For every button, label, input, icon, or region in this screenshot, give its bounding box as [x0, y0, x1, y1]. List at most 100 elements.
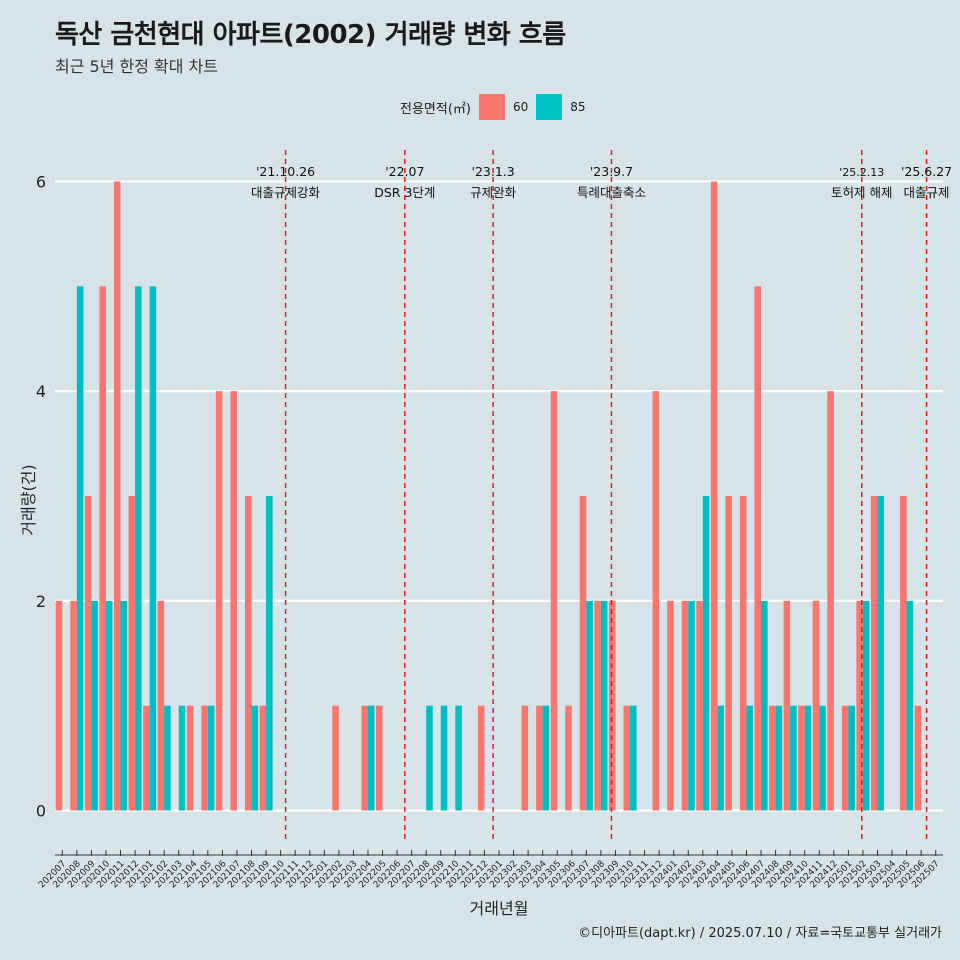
bar-202506-60 [914, 705, 922, 811]
bar-202310-60 [623, 705, 631, 811]
bar-202502-60 [856, 600, 863, 811]
bar-202101-60 [143, 705, 150, 811]
bar-202409-60 [783, 600, 791, 811]
bar-202209-85 [440, 705, 448, 811]
legend-title: 전용면적(㎡) [400, 101, 471, 117]
event-label-5: 대출규제 [904, 185, 950, 200]
event-date-3: '23.9.7 [590, 164, 633, 179]
bar-202107-60 [230, 391, 237, 811]
bar-202406-60 [739, 496, 747, 811]
y-tick-label-6: 6 [36, 172, 46, 191]
event-label-2: 규제완화 [470, 185, 517, 200]
bar-202410-85 [804, 705, 812, 811]
bar-202503-60 [870, 496, 878, 811]
bar-202109-60 [259, 705, 267, 811]
bar-202008-85 [76, 286, 84, 811]
bar-202011-60 [113, 181, 121, 811]
bar-202212-60 [477, 705, 485, 811]
chart-subtitle: 최근 5년 한정 확대 차트 [55, 57, 219, 76]
bar-202407-85 [761, 600, 768, 811]
event-date-4: '25.2.13 [839, 166, 884, 179]
bar-202202-60 [332, 705, 339, 811]
bar-202102-85 [164, 705, 171, 811]
bar-202205-60 [375, 705, 383, 811]
bar-202503-85 [877, 496, 885, 811]
bar-202408-85 [775, 705, 783, 811]
x-axis-title: 거래년월 [470, 899, 529, 918]
event-date-5: '25.6.27 [901, 164, 952, 179]
bar-202501-85 [848, 705, 855, 811]
bar-202104-60 [186, 705, 194, 811]
event-label-1: DSR 3단계 [374, 185, 435, 200]
bar-202306-60 [565, 705, 572, 811]
bar-202505-85 [906, 600, 914, 811]
bar-202312-60 [652, 391, 660, 811]
bar-202407-60 [754, 286, 762, 811]
bar-202303-60 [521, 705, 529, 811]
bar-202304-85 [542, 705, 550, 811]
bar-202009-60 [84, 496, 92, 811]
legend-swatch-85 [536, 94, 563, 120]
bar-202208-85 [426, 705, 433, 811]
bar-202307-60 [579, 496, 587, 811]
event-date-2: '23.1.3 [472, 164, 515, 179]
bar-202105-60 [201, 705, 208, 811]
event-date-1: '22.07 [385, 164, 424, 179]
bar-202101-85 [149, 286, 157, 811]
bar-202405-60 [725, 496, 732, 811]
bar-202404-60 [710, 181, 718, 811]
legend-label-60: 60 [512, 100, 529, 114]
y-tick-label-4: 4 [36, 382, 46, 401]
bar-202304-60 [536, 705, 543, 811]
bar-202011-85 [120, 600, 128, 811]
bar-202411-60 [812, 600, 820, 811]
bar-202412-60 [827, 391, 834, 811]
bar-202008-60 [70, 600, 77, 811]
bar-202108-60 [244, 496, 252, 811]
bar-202410-60 [798, 705, 805, 811]
source-caption: ©디아파트(dapt.kr) / 2025.07.10 / 자료=국토교통부 실… [578, 926, 942, 941]
bar-202402-85 [688, 600, 695, 811]
bar-202010-85 [105, 600, 113, 811]
bar-202309-60 [608, 600, 616, 811]
bar-202305-60 [550, 391, 558, 811]
bar-202501-60 [841, 705, 849, 811]
legend-swatch-60 [478, 94, 505, 120]
bar-202109-85 [266, 496, 273, 811]
bar-202210-85 [455, 705, 462, 811]
bar-202310-85 [630, 705, 637, 811]
event-label-4: 토허제 해제 [831, 185, 892, 200]
event-date-0: '21.10.26 [256, 164, 315, 179]
bar-202409-85 [790, 705, 797, 811]
y-tick-label-0: 0 [36, 802, 46, 821]
bar-202402-60 [681, 600, 689, 811]
bar-202404-85 [717, 705, 724, 811]
legend-label-85: 85 [570, 100, 586, 114]
bar-202401-60 [667, 600, 674, 811]
chart-title: 독산 금천현대 아파트(2002) 거래량 변화 흐름 [55, 20, 566, 50]
bar-202403-60 [696, 600, 703, 811]
bar-202204-85 [367, 705, 375, 811]
bar-202307-85 [586, 600, 593, 811]
bar-202010-60 [99, 286, 106, 811]
bar-202009-85 [91, 600, 98, 811]
bar-202308-85 [600, 600, 608, 811]
bar-202103-85 [178, 705, 186, 811]
bar-202012-60 [128, 496, 136, 811]
event-label-3: 특례대출축소 [577, 185, 646, 200]
bar-202106-60 [215, 391, 223, 811]
bar-202204-60 [361, 705, 368, 811]
bar-202411-85 [819, 705, 826, 811]
bar-202502-85 [862, 600, 870, 811]
bar-202308-60 [594, 600, 601, 811]
y-tick-label-2: 2 [36, 592, 46, 611]
legend: 전용면적(㎡) 60 85 [400, 93, 594, 121]
bar-202007-60 [55, 600, 63, 811]
bar-202105-85 [207, 705, 215, 811]
bar-202406-85 [746, 705, 754, 811]
bar-202102-60 [157, 600, 165, 811]
bar-202403-85 [702, 496, 710, 811]
bar-202408-60 [769, 705, 776, 811]
y-axis-title: 거래량(건) [19, 464, 38, 535]
